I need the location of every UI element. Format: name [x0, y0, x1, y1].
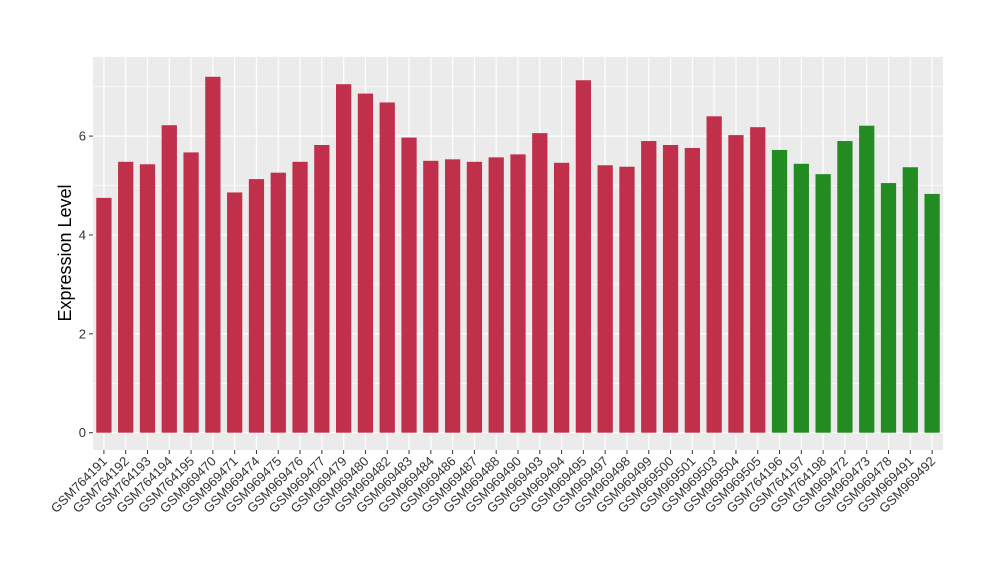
bar-GSM969505	[750, 127, 766, 433]
bar-GSM969488	[488, 157, 504, 433]
bar-GSM969495	[575, 80, 592, 433]
bar-GSM969499	[641, 141, 657, 433]
bar-GSM969493	[532, 133, 548, 433]
bar-GSM969477	[314, 144, 330, 433]
bar-GSM969474	[248, 179, 265, 433]
bar-GSM969497	[597, 165, 613, 433]
bar-GSM969478	[880, 183, 897, 433]
bar-GSM764193	[139, 164, 156, 433]
y-tick-label: 4	[79, 227, 86, 242]
bar-GSM969475	[270, 172, 286, 433]
bar-GSM969501	[684, 147, 700, 433]
bar-GSM969484	[423, 160, 439, 433]
bar-GSM969494	[553, 162, 570, 433]
bar-GSM969498	[619, 166, 635, 433]
y-axis-title: Expression Level	[55, 184, 75, 321]
y-tick-label: 6	[79, 129, 86, 144]
bar-GSM764194	[161, 125, 177, 433]
bar-GSM969471	[227, 192, 243, 433]
y-tick-label: 0	[79, 425, 86, 440]
bar-GSM764192	[118, 161, 134, 433]
bars	[96, 76, 940, 433]
bar-GSM764197	[793, 163, 809, 433]
bar-GSM969482	[379, 102, 395, 433]
bar-GSM764195	[183, 152, 199, 433]
bar-GSM969490	[510, 154, 526, 433]
bar-GSM969504	[728, 135, 744, 433]
bar-GSM969500	[662, 144, 679, 433]
bar-GSM969491	[902, 167, 918, 433]
bar-GSM969503	[706, 116, 722, 433]
bar-GSM969480	[357, 93, 374, 433]
bar-GSM969479	[336, 84, 352, 433]
bar-GSM969483	[401, 137, 417, 433]
bar-GSM969470	[205, 76, 221, 433]
bar-GSM764196	[771, 149, 788, 433]
bar-GSM969472	[837, 141, 853, 433]
x-axis: GSM764191GSM764192GSM764193GSM764194GSM7…	[48, 450, 938, 516]
y-tick-label: 2	[79, 326, 86, 341]
bar-GSM969487	[466, 161, 483, 433]
bar-GSM764198	[815, 174, 831, 433]
bar-GSM969473	[859, 125, 875, 433]
bar-GSM969476	[292, 161, 308, 433]
bar-GSM969486	[444, 159, 461, 433]
bar-GSM969492	[924, 193, 940, 433]
bar-GSM764191	[96, 197, 112, 433]
y-axis: 0 2 4 6	[79, 129, 93, 440]
